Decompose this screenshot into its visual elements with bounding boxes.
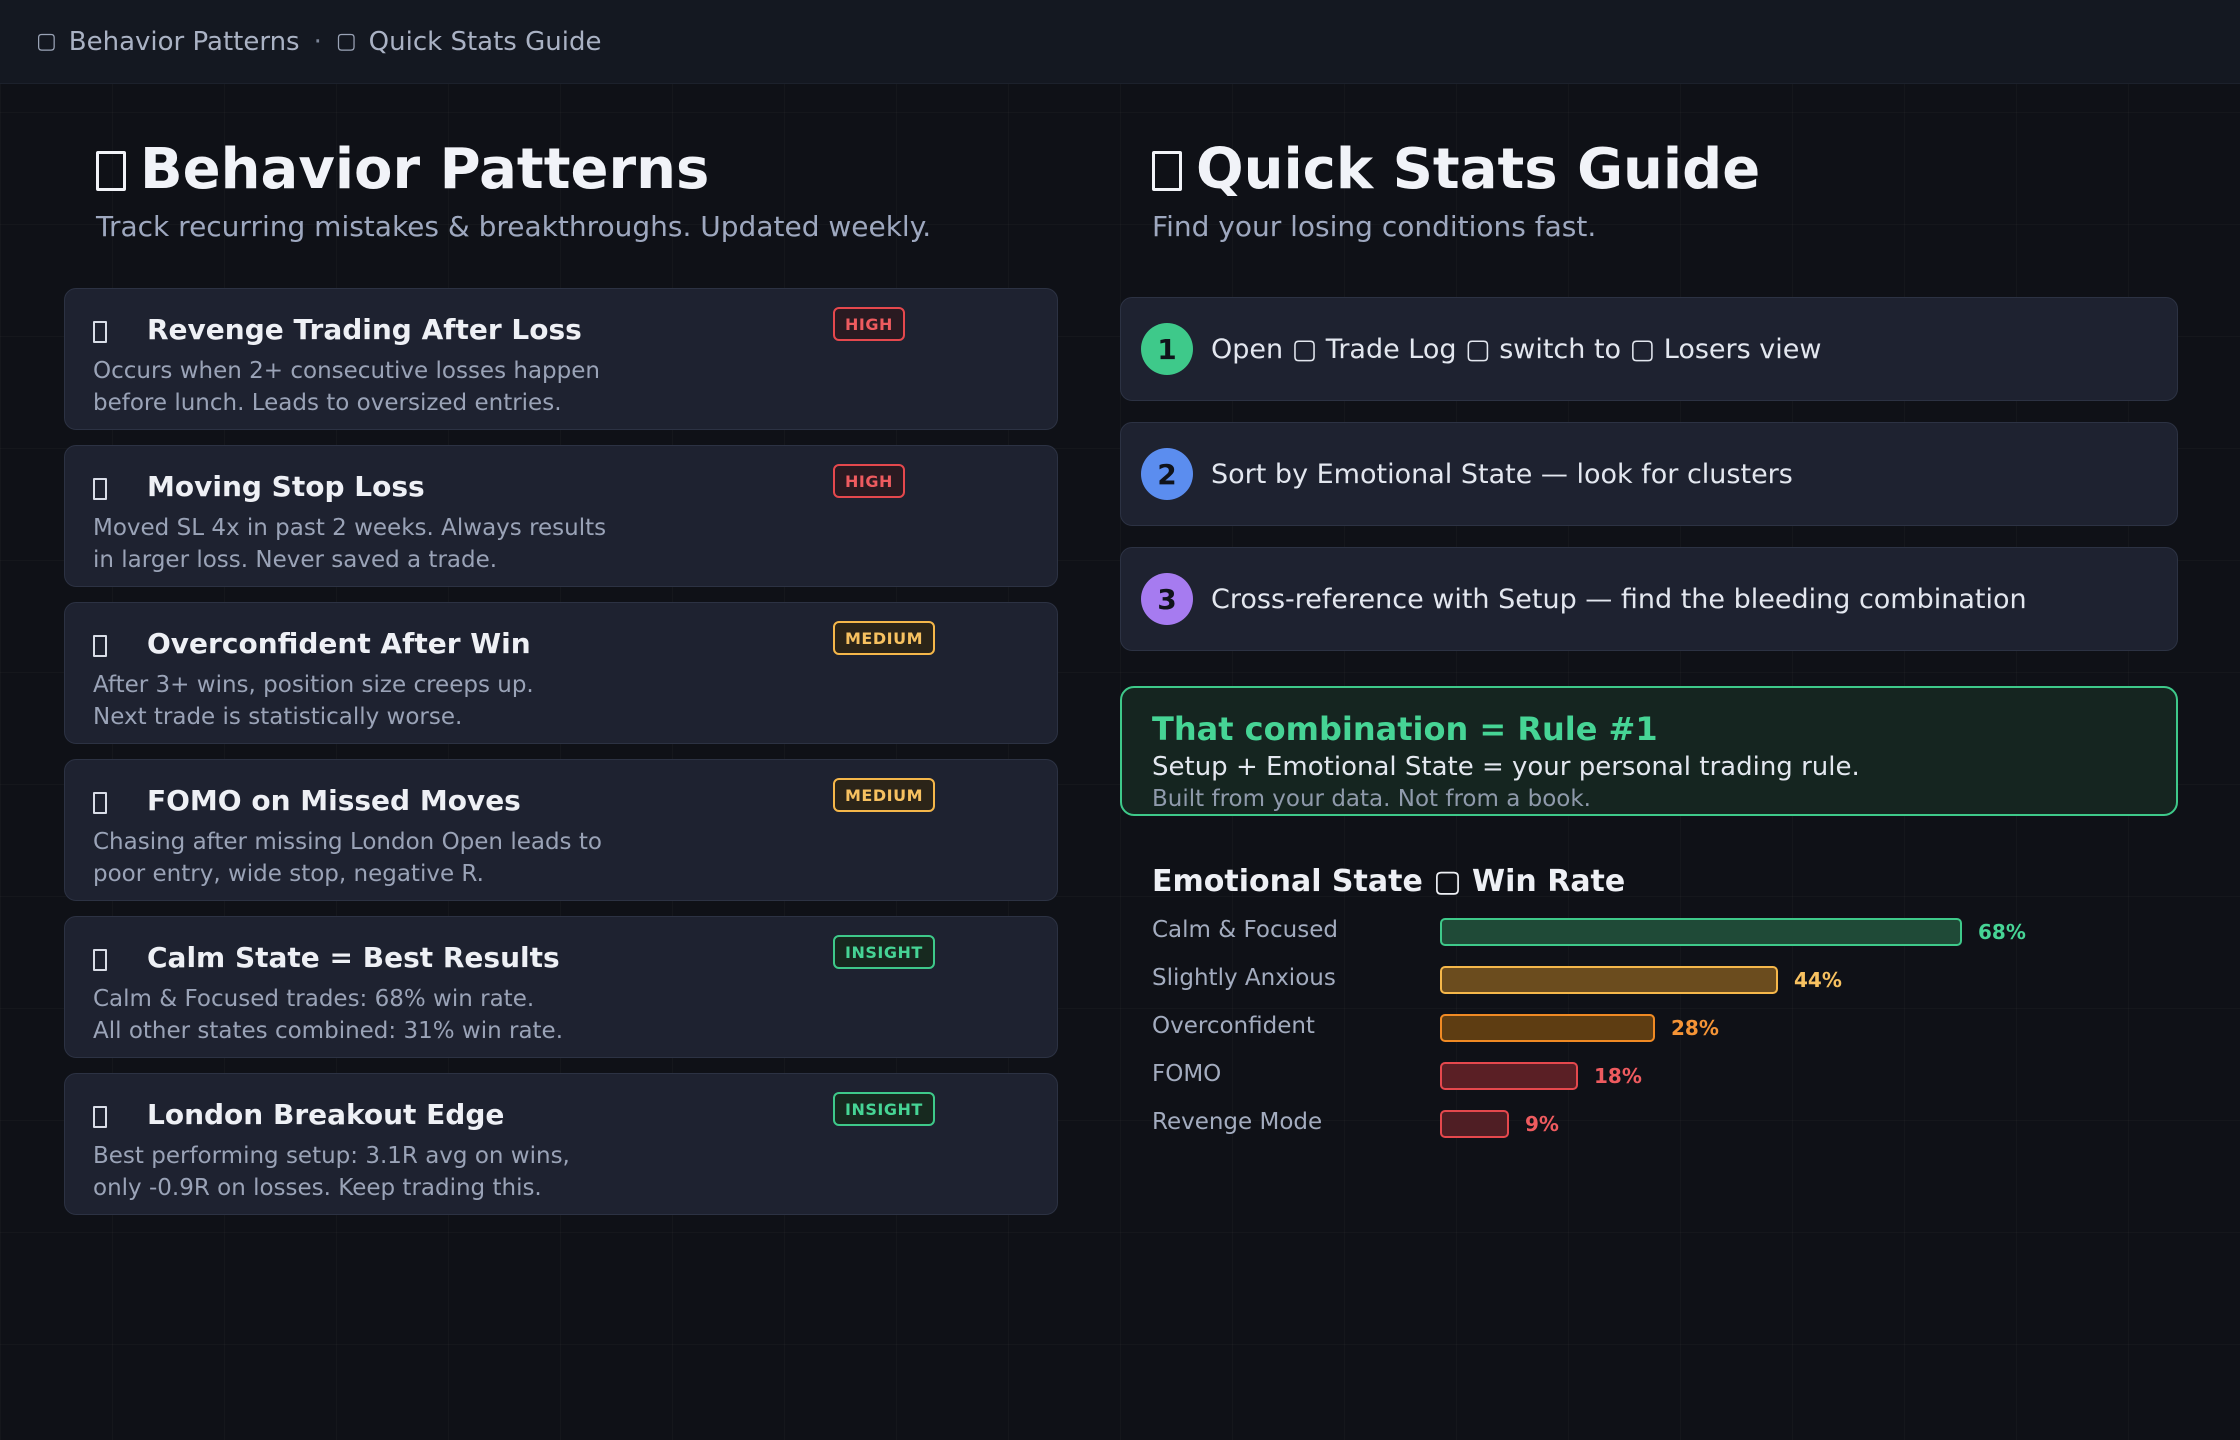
bar-label: Slightly Anxious bbox=[1152, 965, 1336, 991]
severity-badge: MEDIUM bbox=[833, 621, 935, 655]
win-rate-bar bbox=[1440, 1062, 1578, 1090]
pattern-icon bbox=[93, 1106, 107, 1128]
pattern-description-line: Occurs when 2+ consecutive losses happen bbox=[93, 358, 600, 384]
behavior-patterns-panel: Behavior Patterns Track recurring mistak… bbox=[64, 130, 1058, 1215]
pattern-title: Revenge Trading After Loss bbox=[147, 313, 582, 346]
severity-badge: HIGH bbox=[833, 307, 905, 341]
bar-label: Calm & Focused bbox=[1152, 917, 1338, 943]
pattern-title: Overconfident After Win bbox=[147, 627, 531, 660]
pattern-title: FOMO on Missed Moves bbox=[147, 784, 521, 817]
pattern-icon bbox=[93, 478, 107, 500]
breadcrumb-separator: · bbox=[313, 26, 322, 57]
pattern-description: After 3+ wins, position size creeps up. … bbox=[93, 669, 653, 733]
guide-step: 1 Open ▢ Trade Log ▢ switch to ▢ Losers … bbox=[1120, 297, 2178, 401]
breadcrumb-item-behavior-patterns[interactable]: Behavior Patterns bbox=[68, 26, 300, 57]
pattern-description-line: Chasing after missing London Open leads … bbox=[93, 829, 602, 855]
pattern-description-line: After 3+ wins, position size creeps up. bbox=[93, 672, 534, 698]
breadcrumb-item-quick-stats[interactable]: Quick Stats Guide bbox=[368, 26, 602, 57]
pattern-icon bbox=[93, 949, 107, 971]
rule-callout: That combination = Rule #1 Setup + Emoti… bbox=[1120, 686, 2178, 816]
step-number: 1 bbox=[1141, 323, 1193, 375]
quick-stats-subtitle: Find your losing conditions fast. bbox=[1152, 210, 1597, 243]
pattern-icon bbox=[93, 635, 107, 657]
bar-value-label: 28% bbox=[1671, 1016, 1719, 1040]
bar-label: Overconfident bbox=[1152, 1013, 1315, 1039]
severity-badge: HIGH bbox=[833, 464, 905, 498]
severity-badge: MEDIUM bbox=[833, 778, 935, 812]
pattern-description-line: Moved SL 4x in past 2 weeks. Always resu… bbox=[93, 515, 607, 541]
pattern-description: Chasing after missing London Open leads … bbox=[93, 826, 653, 890]
quick-stats-icon: ▢ bbox=[335, 29, 357, 54]
quick-stats-title-icon bbox=[1152, 151, 1182, 191]
pattern-card[interactable]: Overconfident After Win After 3+ wins, p… bbox=[64, 602, 1058, 744]
pattern-description: Moved SL 4x in past 2 weeks. Always resu… bbox=[93, 512, 653, 576]
step-text: Cross-reference with Setup — find the bl… bbox=[1211, 583, 2027, 615]
pattern-icon bbox=[93, 321, 107, 343]
severity-badge: INSIGHT bbox=[833, 1092, 935, 1126]
pattern-description-line: Best performing setup: 3.1R avg on wins, bbox=[93, 1143, 570, 1169]
pattern-title: Moving Stop Loss bbox=[147, 470, 425, 503]
behavior-patterns-title-icon bbox=[96, 151, 126, 191]
pattern-description-line: only -0.9R on losses. Keep trading this. bbox=[93, 1175, 542, 1201]
behavior-patterns-icon: ▢ bbox=[36, 29, 57, 54]
rule-subtext: Built from your data. Not from a book. bbox=[1152, 786, 1591, 812]
rule-title: That combination = Rule #1 bbox=[1152, 710, 1658, 748]
win-rate-bar bbox=[1440, 918, 1962, 946]
pattern-description-line: poor entry, wide stop, negative R. bbox=[93, 861, 484, 887]
step-number: 3 bbox=[1141, 573, 1193, 625]
bar-value-label: 68% bbox=[1978, 920, 2026, 944]
behavior-patterns-title: Behavior Patterns bbox=[140, 136, 710, 202]
pattern-card[interactable]: Calm State = Best Results Calm & Focused… bbox=[64, 916, 1058, 1058]
pattern-title: Calm State = Best Results bbox=[147, 941, 560, 974]
pattern-description-line: All other states combined: 31% win rate. bbox=[93, 1018, 564, 1044]
bar-label: Revenge Mode bbox=[1152, 1109, 1323, 1135]
severity-badge: INSIGHT bbox=[833, 935, 935, 969]
quick-stats-title: Quick Stats Guide bbox=[1196, 136, 1761, 202]
pattern-description: Best performing setup: 3.1R avg on wins,… bbox=[93, 1140, 653, 1204]
pattern-card[interactable]: FOMO on Missed Moves Chasing after missi… bbox=[64, 759, 1058, 901]
pattern-description-line: in larger loss. Never saved a trade. bbox=[93, 547, 498, 573]
step-text: Open ▢ Trade Log ▢ switch to ▢ Losers vi… bbox=[1211, 333, 1822, 365]
quick-stats-heading: Quick Stats Guide bbox=[1120, 130, 2178, 208]
pattern-description: Calm & Focused trades: 68% win rate. All… bbox=[93, 983, 653, 1047]
pattern-card[interactable]: London Breakout Edge Best performing set… bbox=[64, 1073, 1058, 1215]
win-rate-bar bbox=[1440, 1110, 1509, 1138]
pattern-icon bbox=[93, 792, 107, 814]
guide-step: 3 Cross-reference with Setup — find the … bbox=[1120, 547, 2178, 651]
quick-stats-panel: Quick Stats Guide Find your losing condi… bbox=[1120, 130, 2178, 1138]
pattern-description-line: Calm & Focused trades: 68% win rate. bbox=[93, 986, 535, 1012]
step-number: 2 bbox=[1141, 448, 1193, 500]
pattern-title: London Breakout Edge bbox=[147, 1098, 505, 1131]
pattern-card[interactable]: Moving Stop Loss Moved SL 4x in past 2 w… bbox=[64, 445, 1058, 587]
bar-value-label: 9% bbox=[1525, 1112, 1559, 1136]
pattern-description-line: before lunch. Leads to oversized entries… bbox=[93, 390, 562, 416]
pattern-description-line: Next trade is statistically worse. bbox=[93, 704, 463, 730]
bar-value-label: 44% bbox=[1794, 968, 1842, 992]
bar-label: FOMO bbox=[1152, 1061, 1222, 1087]
behavior-patterns-heading: Behavior Patterns bbox=[64, 130, 1058, 208]
bar-value-label: 18% bbox=[1594, 1064, 1642, 1088]
pattern-card[interactable]: Revenge Trading After Loss Occurs when 2… bbox=[64, 288, 1058, 430]
win-rate-bar bbox=[1440, 1014, 1655, 1042]
guide-step: 2 Sort by Emotional State — look for clu… bbox=[1120, 422, 2178, 526]
top-breadcrumb-bar: ▢ Behavior Patterns · ▢ Quick Stats Guid… bbox=[0, 0, 2240, 84]
behavior-patterns-subtitle: Track recurring mistakes & breakthroughs… bbox=[96, 210, 932, 243]
pattern-description: Occurs when 2+ consecutive losses happen… bbox=[93, 355, 653, 419]
rule-line: Setup + Emotional State = your personal … bbox=[1152, 752, 1860, 782]
step-text: Sort by Emotional State — look for clust… bbox=[1211, 458, 1793, 490]
win-rate-bar bbox=[1440, 966, 1778, 994]
chart-title: Emotional State ▢ Win Rate bbox=[1152, 864, 1626, 899]
